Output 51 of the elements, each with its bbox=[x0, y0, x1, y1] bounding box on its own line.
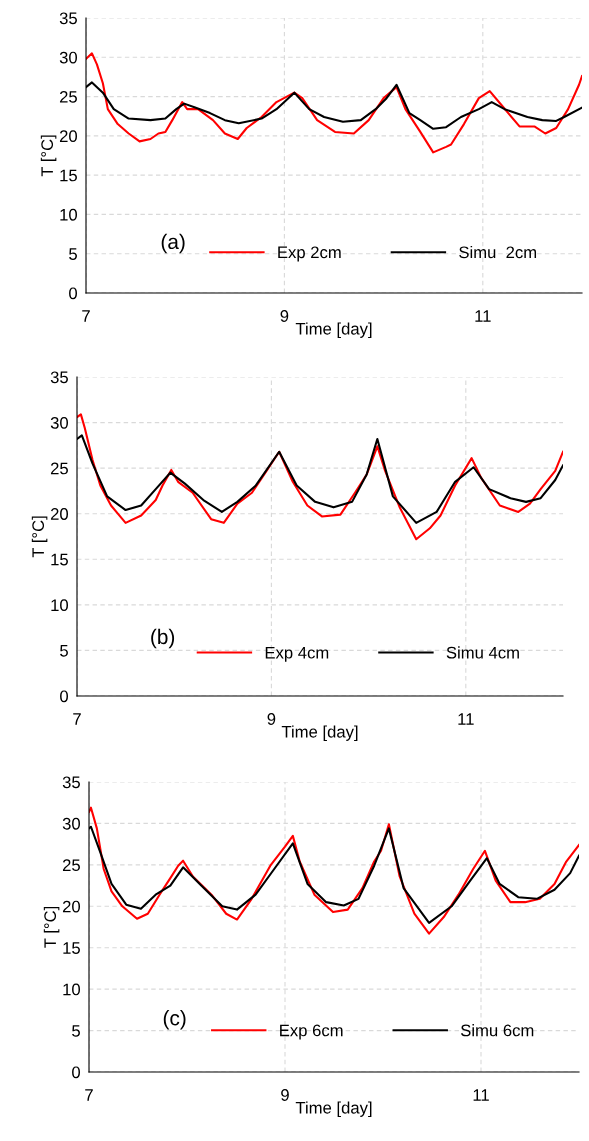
legend-label: Exp 6cm bbox=[280, 1024, 343, 1040]
annotation: (a) bbox=[161, 233, 185, 254]
y-tick-label: 10 bbox=[51, 599, 69, 612]
y-tick-label: 25 bbox=[50, 462, 68, 475]
y-tick-label: 25 bbox=[62, 859, 80, 872]
x-axis-title: Time [day] bbox=[295, 322, 372, 338]
y-tick-label: 30 bbox=[62, 817, 81, 830]
y-tick-label: 20 bbox=[59, 130, 78, 143]
legend-label: Simu 2cm bbox=[459, 245, 537, 259]
y-tick-label: 5 bbox=[60, 645, 68, 657]
annotation: (b) bbox=[151, 628, 175, 649]
y-tick-label: 0 bbox=[60, 690, 69, 703]
y-tick-label: 20 bbox=[62, 900, 81, 913]
y-axis-title: T [°C] bbox=[43, 906, 60, 948]
x-tick-label: 11 bbox=[475, 310, 491, 322]
x-tick-label: 11 bbox=[458, 713, 474, 725]
y-tick-label: 30 bbox=[50, 416, 69, 429]
y-tick-label: 10 bbox=[63, 983, 81, 996]
legend-label: Exp 4cm bbox=[265, 646, 329, 662]
y-tick-label: 35 bbox=[50, 371, 68, 384]
y-axis-title: T [°C] bbox=[40, 135, 57, 177]
x-axis-title: Time [day] bbox=[295, 1101, 372, 1117]
x-tick-label: 7 bbox=[82, 310, 90, 322]
y-tick-label: 30 bbox=[59, 51, 78, 64]
line-series bbox=[77, 413, 563, 541]
line-series bbox=[89, 806, 579, 935]
y-tick-label: 15 bbox=[60, 169, 77, 182]
legend-label: Simu 6cm bbox=[461, 1024, 534, 1037]
y-tick-label: 20 bbox=[50, 508, 69, 520]
y-tick-label: 0 bbox=[69, 287, 78, 300]
y-tick-label: 10 bbox=[60, 208, 78, 221]
y-axis-title: T [°C] bbox=[31, 516, 48, 558]
y-tick-label: 0 bbox=[72, 1066, 81, 1079]
y-tick-label: 35 bbox=[62, 776, 80, 789]
x-tick-label: 9 bbox=[267, 713, 276, 725]
y-tick-label: 5 bbox=[72, 1025, 80, 1037]
x-tick-label: 9 bbox=[280, 310, 289, 322]
legend-label: Exp 2cm bbox=[278, 246, 341, 262]
line-series bbox=[86, 52, 582, 154]
y-tick-label: 15 bbox=[63, 942, 80, 954]
x-tick-label: 7 bbox=[73, 713, 81, 725]
legend-label: Simu 4cm bbox=[446, 646, 519, 659]
x-axis-title: Time [day] bbox=[281, 725, 358, 741]
y-tick-label: 35 bbox=[59, 12, 77, 25]
x-tick-label: 9 bbox=[281, 1089, 289, 1101]
y-tick-label: 5 bbox=[69, 248, 77, 260]
y-tick-label: 15 bbox=[51, 553, 68, 566]
annotation: (c) bbox=[163, 1010, 186, 1030]
x-tick-label: 11 bbox=[473, 1089, 489, 1101]
y-tick-label: 25 bbox=[59, 90, 77, 103]
x-tick-label: 7 bbox=[85, 1089, 93, 1101]
